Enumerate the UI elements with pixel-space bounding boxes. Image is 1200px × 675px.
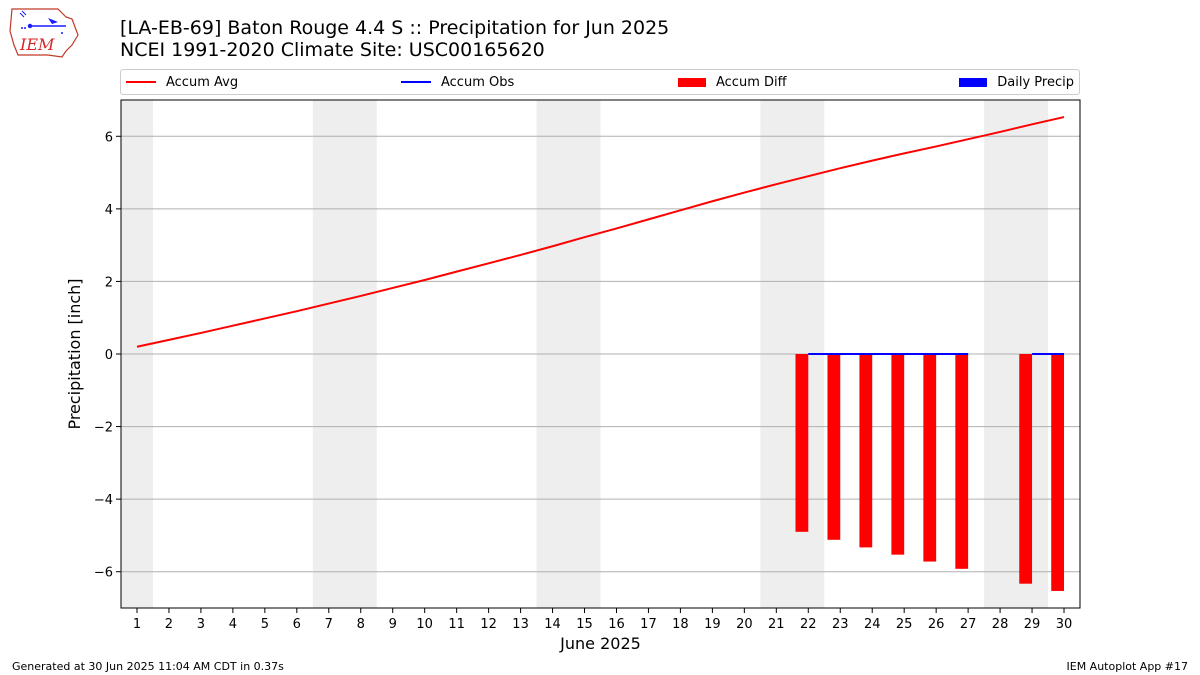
chart-legend: Accum Avg Accum Obs Accum Diff Daily Pre… [120,69,1080,95]
legend-label-accum-avg: Accum Avg [166,74,239,90]
x-tick-label-26: 26 [928,617,945,632]
x-tick-label-11: 11 [448,617,465,632]
x-tick-label-20: 20 [736,617,753,632]
y-tick-label-0: 0 [105,348,113,363]
y-tick-label--2: −2 [94,421,113,436]
footer-generated-text: Generated at 30 Jun 2025 11:04 AM CDT in… [12,660,284,673]
x-tick-label-3: 3 [197,617,205,632]
legend-item-accum-avg: Accum Avg [126,70,238,94]
x-tick-label-17: 17 [640,617,657,632]
x-tick-label-4: 4 [229,617,237,632]
x-tick-label-12: 12 [480,617,497,632]
chart-subtitle: NCEI 1991-2020 Climate Site: USC00165620 [120,39,545,61]
accum-diff-bar-day-29 [1019,354,1033,584]
x-tick-label-29: 29 [1024,617,1041,632]
accum-diff-bar-day-26 [923,354,937,562]
x-tick-label-23: 23 [832,617,849,632]
legend-label-daily-precip: Daily Precip [997,74,1074,90]
x-tick-label-19: 19 [704,617,721,632]
x-tick-label-5: 5 [261,617,269,632]
x-tick-label-2: 2 [165,617,173,632]
accum-avg-line [136,116,1065,348]
x-tick-label-21: 21 [768,617,785,632]
x-tick-label-10: 10 [416,617,433,632]
x-tick-label-15: 15 [576,617,593,632]
legend-label-accum-diff: Accum Diff [716,74,787,90]
x-tick-label-25: 25 [896,617,913,632]
accum-diff-bar-day-24 [859,354,873,548]
x-tick-label-6: 6 [293,617,301,632]
x-tick-label-22: 22 [800,617,817,632]
x-tick-label-7: 7 [325,617,333,632]
y-tick-label-4: 4 [105,203,113,218]
accum-diff-bar-day-25 [891,354,905,555]
x-tick-label-18: 18 [672,617,689,632]
legend-swatch-accum-obs [401,81,431,83]
x-tick-label-14: 14 [544,617,561,632]
x-axis-label: June 2025 [559,634,641,653]
legend-label-accum-obs: Accum Obs [441,74,515,90]
x-tick-label-1: 1 [133,617,141,632]
x-tick-label-9: 9 [389,617,397,632]
y-tick-label-2: 2 [105,275,113,290]
accum-diff-bar-day-27 [955,354,969,569]
y-tick-label-6: 6 [105,130,113,145]
x-tick-label-13: 13 [512,617,529,632]
accum-diff-bar-day-22 [795,354,809,532]
y-tick-label--4: −4 [94,493,113,508]
x-tick-label-28: 28 [992,617,1009,632]
x-tick-label-27: 27 [960,617,977,632]
legend-swatch-daily-precip [959,77,988,87]
y-tick-label--6: −6 [94,566,113,581]
x-tick-label-8: 8 [357,617,365,632]
x-tick-label-16: 16 [608,617,625,632]
legend-item-accum-diff: Accum Diff [678,70,787,94]
legend-item-accum-obs: Accum Obs [401,70,514,94]
footer-app-text: IEM Autoplot App #17 [1066,660,1189,673]
x-tick-label-30: 30 [1056,617,1073,632]
legend-swatch-accum-avg [126,81,156,83]
accum-diff-bar-day-30 [1051,354,1065,591]
chart-title: [LA-EB-69] Baton Rouge 4.4 S :: Precipit… [120,17,670,39]
y-axis-label: Precipitation [inch] [65,278,84,429]
logo-text: IEM [19,35,55,54]
accum-diff-bar-day-23 [827,354,841,540]
iem-logo: IEM [9,8,79,58]
legend-item-daily-precip: Daily Precip [959,70,1074,94]
x-tick-label-24: 24 [864,617,881,632]
legend-swatch-accum-diff [678,77,706,87]
